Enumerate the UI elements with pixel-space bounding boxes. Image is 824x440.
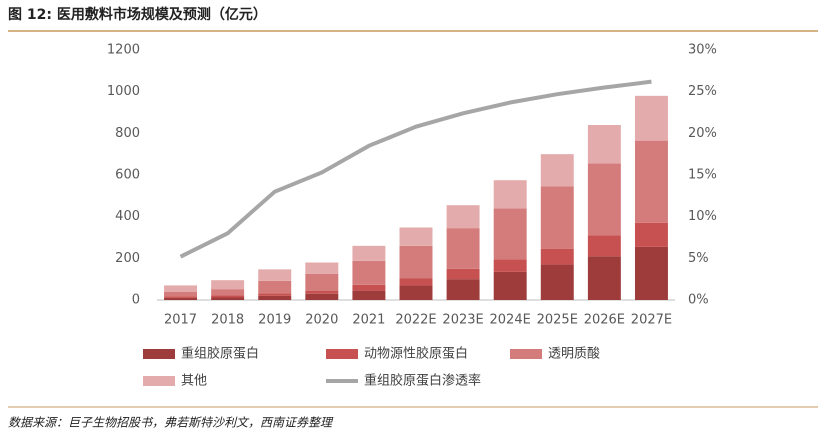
- legend-label: 透明质酸: [548, 347, 600, 362]
- x-tick-label: 2020: [305, 313, 338, 328]
- y2-tick-label: 5%: [688, 251, 709, 266]
- bar-segment: [587, 125, 621, 164]
- bar-segment: [305, 273, 339, 291]
- x-tick-label: 2021: [352, 313, 385, 328]
- legend-label: 动物源性胶原蛋白: [364, 346, 468, 362]
- bar-segment: [305, 262, 339, 274]
- bar-segment: [211, 297, 245, 300]
- y-tick-label: 600: [115, 168, 140, 183]
- bar-segment: [399, 278, 433, 286]
- y2-tick-label: 10%: [688, 209, 717, 224]
- bar-segment: [211, 289, 245, 296]
- chart-title: 图 12: 医用敷料市场规模及预测（亿元）: [8, 6, 267, 23]
- bar-segment: [352, 260, 386, 285]
- bar-segment: [634, 95, 668, 141]
- legend-swatch: [510, 349, 542, 359]
- bar-segment: [305, 293, 339, 300]
- bar-segment: [540, 154, 574, 187]
- bar-segment: [258, 293, 292, 296]
- bar-segment: [540, 186, 574, 249]
- bar-segment: [446, 228, 480, 269]
- x-tick-label: 2026E: [584, 313, 625, 328]
- bar-segment: [493, 259, 527, 272]
- source-note: 数据来源：巨子生物招股书，弗若斯特沙利文，西南证券整理: [8, 416, 334, 430]
- y2-tick-label: 25%: [688, 84, 717, 99]
- bar-segment: [258, 280, 292, 294]
- bar-segment: [446, 205, 480, 229]
- legend-swatch: [143, 376, 175, 386]
- bar-segment: [446, 279, 480, 300]
- x-tick-label: 2024E: [490, 313, 531, 328]
- x-tick-label: 2023E: [442, 313, 483, 328]
- x-tick-label: 2022E: [395, 313, 436, 328]
- bar-segment: [164, 285, 198, 292]
- bar-segment: [540, 264, 574, 300]
- bar-segment: [493, 180, 527, 209]
- bar-segment: [493, 271, 527, 300]
- legend-swatch: [143, 349, 175, 359]
- bar-segment: [587, 235, 621, 257]
- x-tick-label: 2017: [164, 313, 197, 328]
- bar-segment: [352, 284, 386, 291]
- y-tick-label: 1200: [107, 43, 140, 58]
- bar-segment: [352, 290, 386, 300]
- x-tick-label: 2025E: [537, 313, 578, 328]
- bar-segment: [634, 140, 668, 223]
- y-tick-label: 1000: [107, 84, 140, 99]
- x-tick-label: 2027E: [631, 313, 672, 328]
- bar-segment: [634, 222, 668, 247]
- y2-tick-label: 30%: [688, 43, 717, 58]
- y2-tick-label: 20%: [688, 126, 717, 141]
- line-series: [179, 79, 652, 259]
- x-tick-label: 2018: [211, 313, 244, 328]
- legend-label: 重组胶原蛋白: [181, 346, 259, 362]
- bar-segment: [305, 290, 339, 294]
- bar-segment: [164, 297, 198, 300]
- y-tick-label: 200: [115, 251, 140, 266]
- bar-segment: [493, 208, 527, 260]
- y-tick-label: 400: [115, 209, 140, 224]
- bar-segment: [540, 248, 574, 265]
- bar-segment: [634, 246, 668, 300]
- bar-segment: [258, 269, 292, 281]
- bar-segment: [446, 268, 480, 280]
- y-tick-label: 800: [115, 126, 140, 141]
- legend-label: 其他: [181, 374, 207, 389]
- y-tick-label: 0: [132, 293, 140, 308]
- bar-segment: [587, 256, 621, 300]
- x-tick-label: 2019: [258, 313, 291, 328]
- bar-segment: [211, 280, 245, 290]
- bar-segment: [211, 295, 245, 298]
- y2-tick-label: 15%: [688, 168, 717, 183]
- bar-segment: [587, 163, 621, 236]
- bar-segment: [399, 285, 433, 300]
- bar-segment: [399, 245, 433, 279]
- legend-label: 重组胶原蛋白渗透率: [364, 373, 481, 389]
- bar-segment: [399, 227, 433, 246]
- y2-tick-label: 0%: [688, 293, 709, 308]
- bar-segment: [352, 245, 386, 261]
- bar-segment: [258, 295, 292, 300]
- bar-segment: [164, 296, 198, 298]
- bar-segment: [164, 291, 198, 297]
- legend-swatch: [326, 349, 358, 359]
